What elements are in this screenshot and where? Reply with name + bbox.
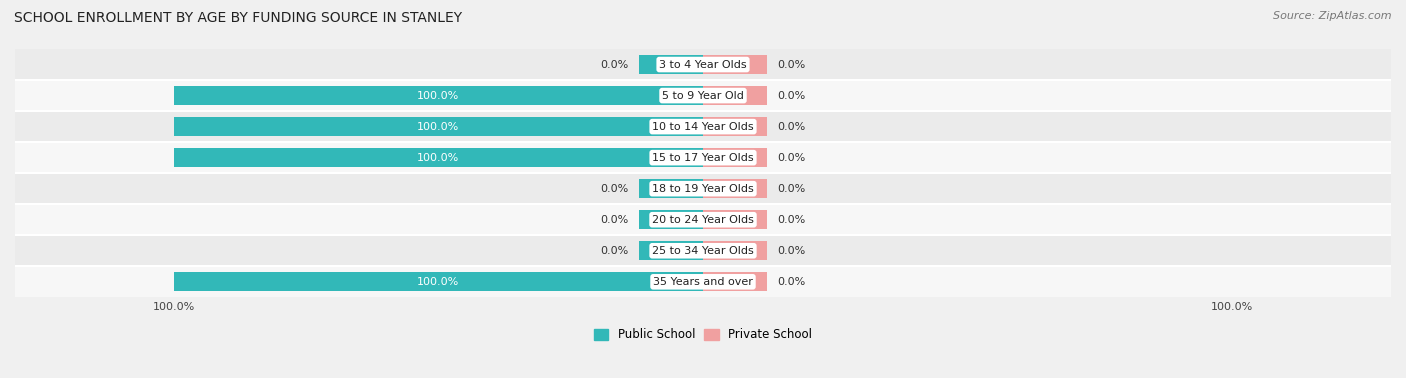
Text: 0.0%: 0.0% xyxy=(778,91,806,101)
Bar xyxy=(174,273,703,291)
Bar xyxy=(703,148,766,167)
Bar xyxy=(703,273,766,291)
Text: 18 to 19 Year Olds: 18 to 19 Year Olds xyxy=(652,184,754,194)
Text: 3 to 4 Year Olds: 3 to 4 Year Olds xyxy=(659,60,747,70)
Text: 0.0%: 0.0% xyxy=(778,60,806,70)
Text: 0.0%: 0.0% xyxy=(600,246,628,256)
Text: Source: ZipAtlas.com: Source: ZipAtlas.com xyxy=(1274,11,1392,21)
Text: 0.0%: 0.0% xyxy=(600,60,628,70)
Bar xyxy=(15,235,1391,266)
Text: 100.0%: 100.0% xyxy=(418,122,460,132)
Text: 100.0%: 100.0% xyxy=(418,277,460,287)
Bar xyxy=(703,55,766,74)
Text: 0.0%: 0.0% xyxy=(778,153,806,163)
Text: 35 Years and over: 35 Years and over xyxy=(652,277,754,287)
Bar xyxy=(15,266,1391,297)
Bar xyxy=(15,80,1391,111)
Text: 0.0%: 0.0% xyxy=(778,277,806,287)
Bar xyxy=(703,117,766,136)
Text: 25 to 34 Year Olds: 25 to 34 Year Olds xyxy=(652,246,754,256)
Text: 0.0%: 0.0% xyxy=(600,215,628,225)
Legend: Public School, Private School: Public School, Private School xyxy=(589,324,817,346)
Bar xyxy=(640,180,703,198)
Bar xyxy=(15,204,1391,235)
Bar xyxy=(640,211,703,229)
Text: 0.0%: 0.0% xyxy=(778,215,806,225)
Bar xyxy=(15,173,1391,204)
Bar xyxy=(174,117,703,136)
Text: 100.0%: 100.0% xyxy=(418,91,460,101)
Bar xyxy=(15,111,1391,142)
Text: 20 to 24 Year Olds: 20 to 24 Year Olds xyxy=(652,215,754,225)
Bar xyxy=(640,55,703,74)
Bar xyxy=(174,86,703,105)
Bar xyxy=(703,211,766,229)
Text: 100.0%: 100.0% xyxy=(418,153,460,163)
Text: 15 to 17 Year Olds: 15 to 17 Year Olds xyxy=(652,153,754,163)
Text: 0.0%: 0.0% xyxy=(778,246,806,256)
Bar xyxy=(703,180,766,198)
Text: 5 to 9 Year Old: 5 to 9 Year Old xyxy=(662,91,744,101)
Text: 0.0%: 0.0% xyxy=(600,184,628,194)
Text: 0.0%: 0.0% xyxy=(778,122,806,132)
Bar xyxy=(15,49,1391,80)
Bar xyxy=(703,86,766,105)
Bar xyxy=(703,242,766,260)
Bar xyxy=(174,148,703,167)
Bar xyxy=(640,242,703,260)
Text: 10 to 14 Year Olds: 10 to 14 Year Olds xyxy=(652,122,754,132)
Bar xyxy=(15,142,1391,173)
Text: SCHOOL ENROLLMENT BY AGE BY FUNDING SOURCE IN STANLEY: SCHOOL ENROLLMENT BY AGE BY FUNDING SOUR… xyxy=(14,11,463,25)
Text: 0.0%: 0.0% xyxy=(778,184,806,194)
